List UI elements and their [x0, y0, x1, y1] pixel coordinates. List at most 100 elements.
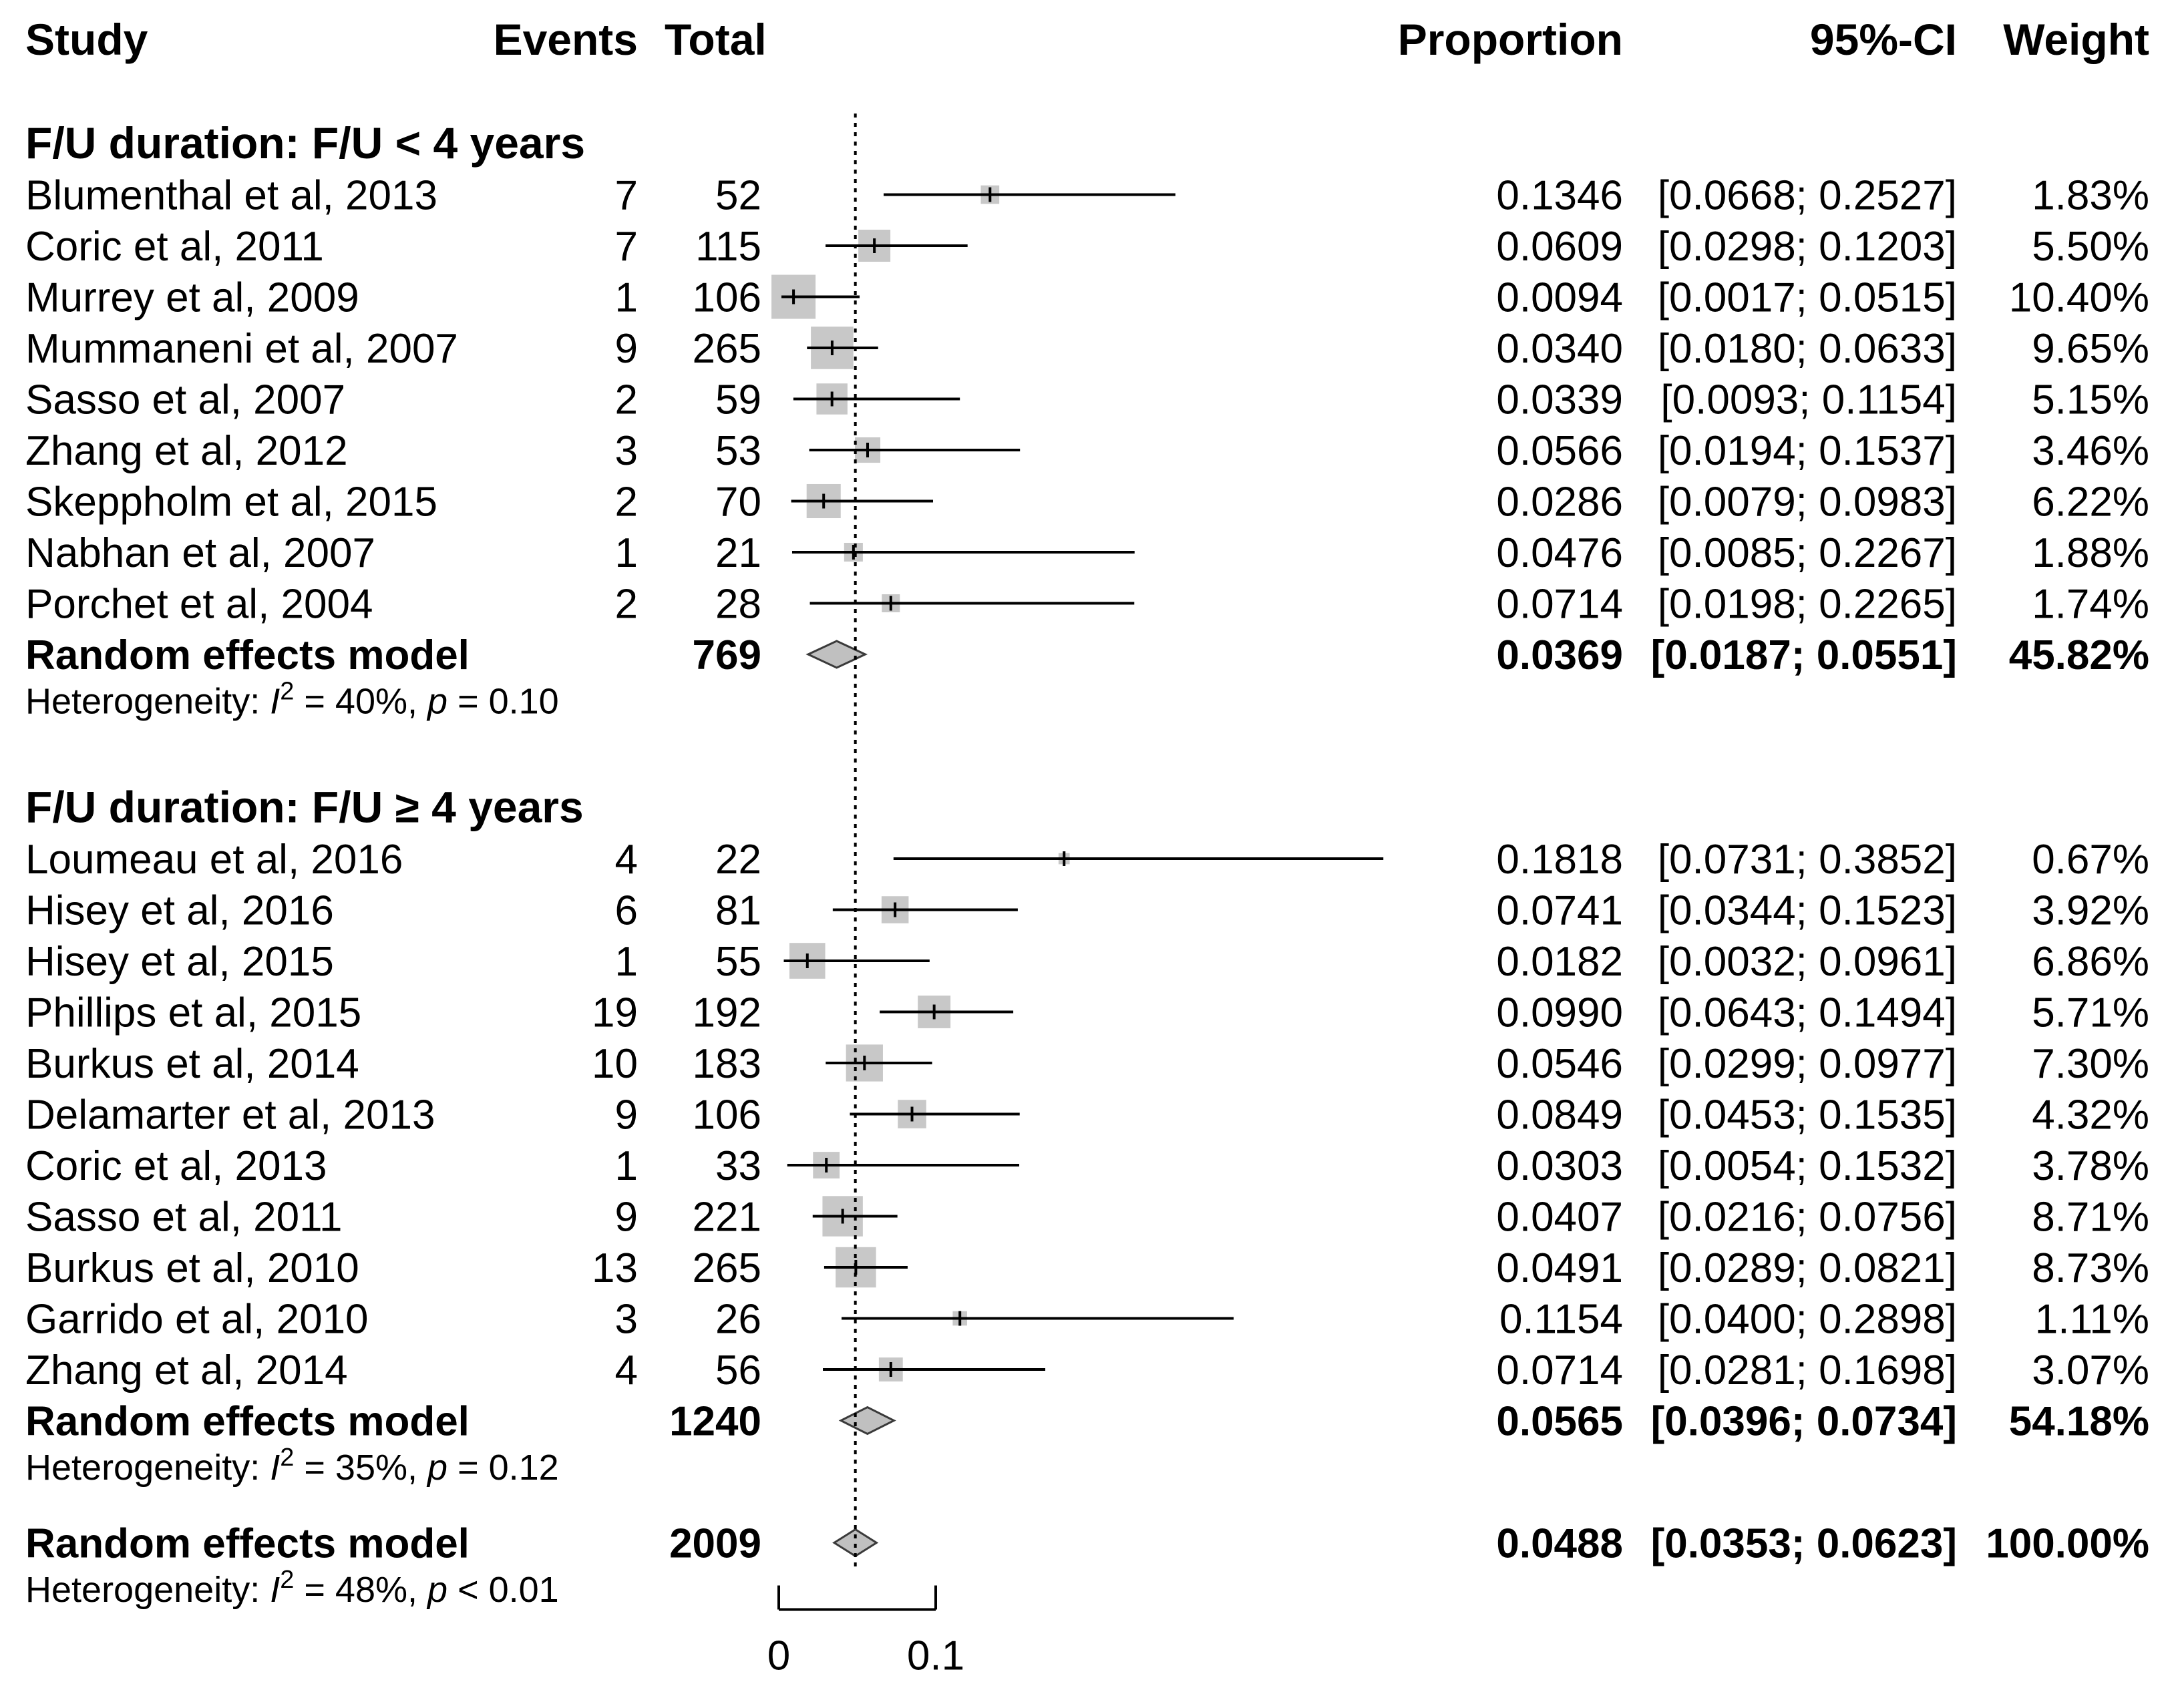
study-total: 265	[693, 1245, 761, 1291]
study-events: 19	[592, 990, 638, 1036]
x-axis-tick-label: 0.1	[907, 1633, 964, 1679]
study-ci: [0.0453; 0.1535]	[1658, 1092, 1957, 1138]
subgroup-title: F/U duration: F/U ≥ 4 years	[25, 783, 584, 832]
summary-diamond	[805, 640, 868, 669]
study-ci: [0.0032; 0.0961]	[1658, 939, 1957, 985]
study-name: Murrey et al, 2009	[25, 275, 359, 321]
heterogeneity-part: < 0.01	[447, 1570, 559, 1610]
study-total: 21	[715, 530, 761, 576]
study-events: 1	[615, 1143, 638, 1189]
study-name: Garrido et al, 2010	[25, 1297, 369, 1343]
study-events: 1	[615, 939, 638, 985]
study-ci: [0.0299; 0.0977]	[1658, 1041, 1957, 1087]
study-total: 221	[693, 1195, 761, 1241]
study-name: Delamarter et al, 2013	[25, 1092, 435, 1138]
study-total: 26	[715, 1297, 761, 1343]
study-events: 13	[592, 1245, 638, 1291]
study-ci: [0.0216; 0.0756]	[1658, 1195, 1957, 1241]
model-name: Random effects model	[25, 1521, 470, 1567]
study-proportion: 0.0566	[1496, 428, 1623, 474]
model-weight: 100.00%	[1986, 1521, 2149, 1567]
study-ci: [0.0400; 0.2898]	[1658, 1297, 1957, 1343]
study-events: 7	[615, 224, 638, 270]
study-proportion: 0.0286	[1496, 479, 1623, 525]
study-proportion: 0.0303	[1496, 1143, 1623, 1189]
header-events: Events	[494, 15, 638, 64]
study-weight: 3.92%	[2032, 888, 2149, 934]
study-events: 3	[615, 428, 638, 474]
study-name: Skeppholm et al, 2015	[25, 479, 437, 525]
study-weight: 10.40%	[2009, 275, 2149, 321]
study-proportion: 0.0476	[1496, 530, 1623, 576]
study-ci: [0.0344; 0.1523]	[1658, 888, 1957, 934]
study-total: 183	[693, 1041, 761, 1087]
study-events: 4	[615, 1347, 638, 1394]
study-weight: 1.74%	[2032, 582, 2149, 628]
heterogeneity-part: 2	[280, 678, 294, 706]
study-events: 1	[615, 530, 638, 576]
study-events: 4	[615, 837, 638, 883]
study-total: 81	[715, 888, 761, 934]
study-name: Zhang et al, 2012	[25, 428, 348, 474]
study-name: Blumenthal et al, 2013	[25, 173, 437, 219]
study-weight: 1.88%	[2032, 530, 2149, 576]
study-name: Coric et al, 2013	[25, 1143, 327, 1189]
summary-diamond	[838, 1406, 896, 1436]
study-name: Nabhan et al, 2007	[25, 530, 375, 576]
study-total: 53	[715, 428, 761, 474]
study-ci: [0.0668; 0.2527]	[1658, 173, 1957, 219]
study-ci: [0.0198; 0.2265]	[1658, 582, 1957, 628]
heterogeneity-part: Heterogeneity:	[25, 1448, 270, 1488]
study-total: 52	[715, 173, 761, 219]
study-proportion: 0.0094	[1496, 275, 1623, 321]
study-weight: 5.15%	[2032, 377, 2149, 423]
model-total: 1240	[669, 1399, 761, 1445]
study-name: Loumeau et al, 2016	[25, 837, 403, 883]
study-weight: 3.78%	[2032, 1143, 2149, 1189]
study-proportion: 0.1154	[1499, 1297, 1623, 1343]
study-name: Burkus et al, 2014	[25, 1041, 359, 1087]
study-weight: 1.11%	[2035, 1297, 2149, 1343]
study-ci: [0.0085; 0.2267]	[1658, 530, 1957, 576]
study-proportion: 0.0990	[1496, 990, 1623, 1036]
subgroup-title: F/U duration: F/U < 4 years	[25, 118, 585, 168]
study-weight: 1.83%	[2032, 173, 2149, 219]
heterogeneity-part: I	[270, 1448, 280, 1488]
study-total: 106	[693, 275, 761, 321]
study-ci: [0.0281; 0.1698]	[1658, 1347, 1957, 1394]
study-events: 9	[615, 1195, 638, 1241]
study-total: 22	[715, 837, 761, 883]
model-ci: [0.0187; 0.0551]	[1651, 632, 1957, 678]
study-events: 3	[615, 1297, 638, 1343]
study-ci: [0.0289; 0.0821]	[1658, 1245, 1957, 1291]
study-weight: 6.86%	[2032, 939, 2149, 985]
model-proportion: 0.0565	[1496, 1399, 1623, 1445]
study-name: Mummaneni et al, 2007	[25, 326, 458, 372]
study-weight: 7.30%	[2032, 1041, 2149, 1087]
study-weight: 5.71%	[2032, 990, 2149, 1036]
study-total: 33	[715, 1143, 761, 1189]
model-name: Random effects model	[25, 632, 470, 678]
header-total: Total	[665, 15, 767, 64]
heterogeneity-part: p	[426, 1448, 447, 1488]
study-proportion: 0.0609	[1496, 224, 1623, 270]
study-proportion: 0.0714	[1496, 582, 1623, 628]
study-name: Zhang et al, 2014	[25, 1347, 348, 1394]
study-weight: 8.73%	[2032, 1245, 2149, 1291]
heterogeneity-part: = 0.12	[447, 1448, 559, 1488]
model-total: 769	[693, 632, 761, 678]
study-ci: [0.0194; 0.1537]	[1658, 428, 1957, 474]
study-ci: [0.0079; 0.0983]	[1658, 479, 1957, 525]
column-headers: Study Events Total Proportion 95%-CI Wei…	[25, 15, 2149, 64]
study-name: Burkus et al, 2010	[25, 1245, 359, 1291]
study-ci: [0.0180; 0.0633]	[1658, 326, 1957, 372]
model-proportion: 0.0488	[1496, 1521, 1623, 1567]
study-proportion: 0.0407	[1496, 1195, 1623, 1241]
heterogeneity-part: I	[270, 1570, 280, 1610]
study-ci: [0.0054; 0.1532]	[1658, 1143, 1957, 1189]
study-events: 2	[615, 377, 638, 423]
study-events: 9	[615, 1092, 638, 1138]
study-ci: [0.0731; 0.3852]	[1658, 837, 1957, 883]
study-ci: [0.0093; 0.1154]	[1660, 377, 1957, 423]
header-ci: 95%-CI	[1810, 15, 1957, 64]
